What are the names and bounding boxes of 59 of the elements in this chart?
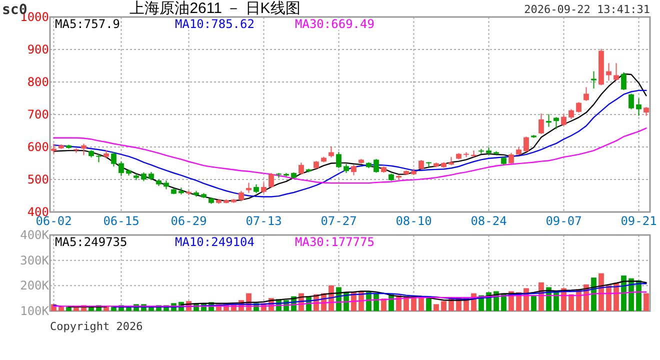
line-series bbox=[53, 291, 647, 307]
text: MA10:785.62 bbox=[175, 17, 254, 31]
candlestick bbox=[508, 152, 514, 164]
candlestick bbox=[576, 102, 582, 114]
y-tick-label: 300K bbox=[20, 253, 50, 268]
y-tick-label: 100K bbox=[20, 304, 50, 318]
candlestick bbox=[238, 190, 244, 202]
y-tick-label: 800 bbox=[27, 75, 49, 89]
x-tick-label: 07-27 bbox=[320, 214, 357, 228]
candlestick bbox=[268, 172, 274, 188]
candlestick bbox=[561, 114, 566, 126]
candlestick bbox=[418, 160, 424, 170]
line-series bbox=[53, 128, 647, 184]
candlestick bbox=[538, 113, 544, 134]
candlestick bbox=[81, 143, 86, 156]
candlestick bbox=[51, 143, 56, 154]
x-tick-label: 08-10 bbox=[396, 214, 432, 228]
candlestick bbox=[96, 154, 102, 163]
candlestick bbox=[628, 93, 634, 110]
candlestick bbox=[621, 72, 626, 91]
text: MA10:249104 bbox=[175, 235, 254, 249]
text: MA30:669.49 bbox=[295, 17, 374, 31]
x-tick-label: 09-21 bbox=[620, 214, 657, 228]
candlestick bbox=[118, 161, 124, 177]
candlestick bbox=[606, 62, 612, 82]
text: 2026-09-22 13:41:31 bbox=[524, 3, 650, 16]
candlestick bbox=[328, 146, 334, 158]
candlestick bbox=[336, 151, 342, 169]
candlestick bbox=[554, 116, 559, 130]
y-tick-label: 900 bbox=[27, 42, 49, 56]
x-tick-label: 06-15 bbox=[103, 214, 140, 228]
candlestick bbox=[261, 182, 266, 194]
text: MA5:757.9 bbox=[55, 17, 120, 31]
candlestick bbox=[374, 158, 379, 174]
y-tick-label: 400K bbox=[20, 228, 50, 242]
candlestick bbox=[591, 70, 596, 89]
y-tick-label: 500 bbox=[27, 172, 49, 186]
candlestick bbox=[614, 62, 619, 81]
candlestick bbox=[344, 163, 349, 174]
x-tick-label: 08-24 bbox=[470, 214, 507, 228]
text: Copyright 2026 bbox=[50, 320, 143, 333]
y-tick-label: 600 bbox=[27, 140, 49, 154]
candlestick bbox=[568, 108, 574, 120]
text: MA30:177775 bbox=[295, 235, 374, 249]
candlestick bbox=[524, 136, 529, 152]
candlestick bbox=[584, 86, 589, 102]
x-tick-label: 09-07 bbox=[546, 214, 582, 228]
candlestick bbox=[111, 151, 116, 167]
x-tick-label: 06-29 bbox=[170, 214, 207, 228]
x-tick-label: 07-13 bbox=[246, 214, 282, 228]
candlestick bbox=[351, 164, 356, 176]
y-tick-label: 200K bbox=[20, 278, 50, 293]
candlestick bbox=[298, 162, 304, 175]
text: MA5:249735 bbox=[55, 235, 128, 249]
candlestick bbox=[246, 182, 252, 194]
y-tick-label: 700 bbox=[27, 108, 49, 122]
candlestick bbox=[636, 98, 642, 116]
candlestick bbox=[546, 114, 552, 128]
chart-title: 上海原油2611 － 日K线图 bbox=[130, 0, 300, 17]
